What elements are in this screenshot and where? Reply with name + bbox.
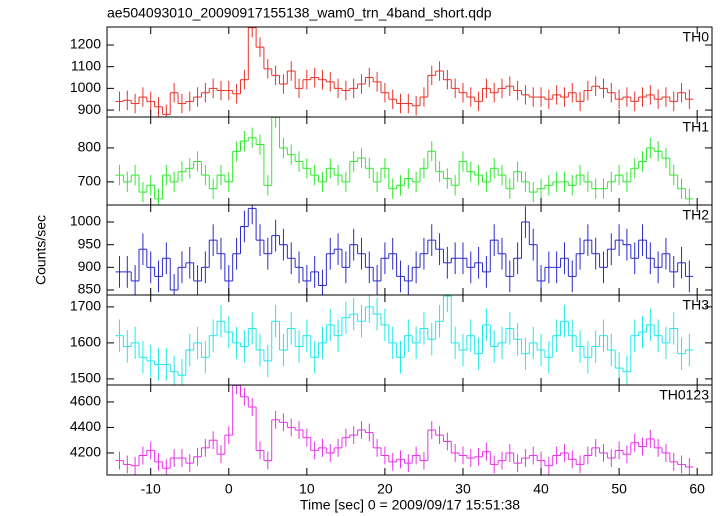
legend-label: TH2 (683, 207, 710, 223)
x-tick-label: -10 (141, 481, 161, 497)
y-tick-label: 4400 (70, 418, 101, 434)
y-axis-label: Counts/sec (33, 215, 49, 285)
y-tick-label: 1100 (71, 57, 101, 73)
panel-plot (115, 385, 694, 475)
y-tick-label: 1600 (70, 334, 101, 350)
y-tick-label: 1700 (70, 298, 101, 314)
panel-frame (106, 384, 713, 476)
x-tick-label: 10 (299, 481, 315, 497)
panel-plot (115, 117, 694, 205)
x-axis-label: Time [sec] 0 = 2009/09/17 15:51:38 (300, 497, 520, 513)
y-tick-label: 1200 (70, 36, 101, 52)
y-tick-label: 950 (78, 235, 102, 251)
legend-label: TH1 (683, 119, 710, 135)
y-tick-label: 900 (78, 258, 102, 274)
x-tick-label: 50 (611, 481, 627, 497)
y-tick-label: 1000 (70, 213, 101, 229)
x-tick-label: 60 (689, 481, 705, 497)
x-tick-label: 30 (455, 481, 471, 497)
y-tick-label: 900 (78, 101, 102, 117)
panel-plot (115, 295, 694, 385)
chart-title: ae504093010_20090917155138_wam0_trn_4ban… (107, 5, 492, 21)
x-tick-label: 20 (377, 481, 393, 497)
y-tick-label: 4200 (70, 444, 101, 460)
panel-plot (115, 205, 694, 295)
y-tick-label: 1500 (70, 370, 101, 386)
y-tick-label: 800 (78, 139, 102, 155)
panel-plot (115, 27, 694, 117)
legend-label: TH3 (683, 297, 710, 313)
legend-label: TH0123 (659, 387, 709, 403)
y-tick-label: 850 (78, 281, 102, 297)
y-tick-label: 4600 (70, 393, 101, 409)
x-tick-label: 40 (533, 481, 549, 497)
legend-label: TH0 (683, 29, 710, 45)
x-tick-label: 0 (225, 481, 233, 497)
y-tick-label: 700 (78, 173, 102, 189)
y-tick-label: 1000 (70, 79, 101, 95)
